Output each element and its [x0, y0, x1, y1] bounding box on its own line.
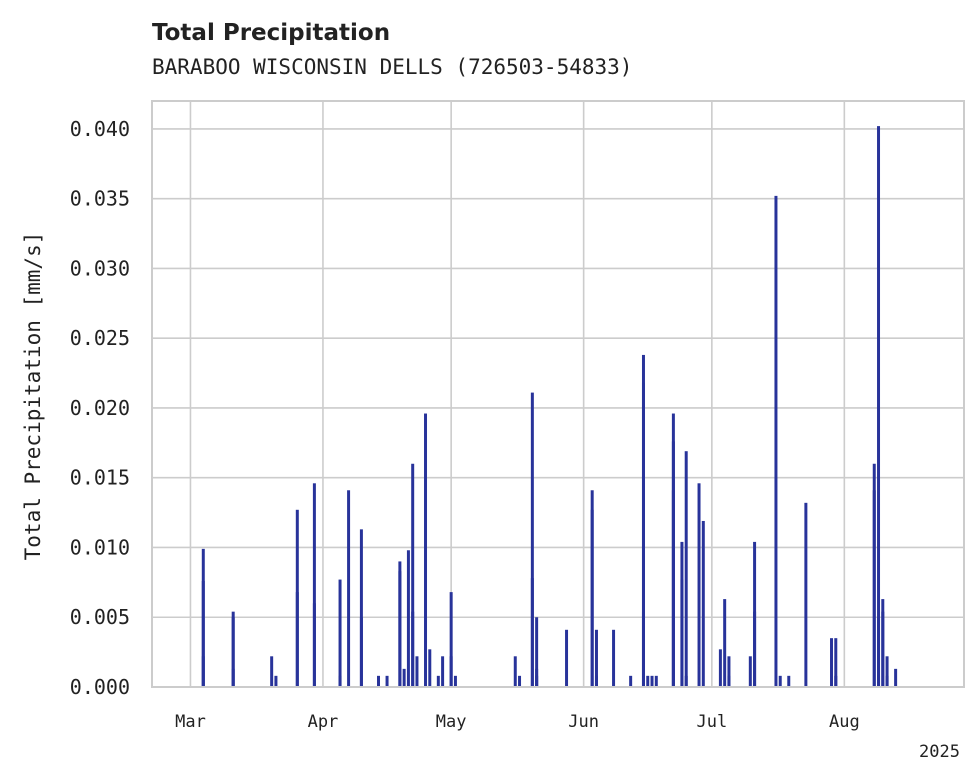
precip-bar	[441, 656, 445, 687]
precip-bar	[406, 550, 410, 687]
precip-bar	[274, 675, 278, 687]
precip-bar	[684, 675, 688, 687]
precip-bar	[804, 502, 808, 687]
precip-bar	[295, 509, 299, 687]
precip-bar	[415, 656, 419, 687]
precip-bar	[612, 629, 616, 687]
precip-bar	[402, 668, 406, 687]
y-ticks: 0.000 0.005 0.010 0.015 0.020 0.025 0.030 0.035…	[70, 117, 130, 699]
x-tick-label: May	[436, 712, 467, 732]
precip-bar	[530, 578, 534, 687]
precip-bar	[359, 529, 363, 687]
y-tick-label: 0.040	[70, 117, 130, 141]
precip-bar	[885, 656, 889, 687]
y-tick-label: 0.030	[70, 256, 130, 280]
grid	[152, 101, 964, 688]
precip-bar	[590, 490, 594, 687]
precip-bar	[453, 675, 457, 687]
y-tick-label: 0.035	[70, 187, 130, 211]
precip-bar	[594, 675, 598, 687]
bars	[201, 126, 898, 688]
precip-bar	[697, 483, 701, 687]
precip-bar	[881, 599, 885, 687]
precip-bar	[449, 656, 453, 687]
precip-bar	[231, 668, 235, 687]
precip-bar	[877, 617, 881, 687]
precip-bar	[727, 656, 731, 687]
y-tick-label: 0.000	[70, 675, 130, 699]
precip-bar	[654, 675, 658, 687]
x-tick-label: Aug	[829, 712, 860, 732]
precip-bar	[436, 675, 440, 687]
precip-bar	[347, 490, 351, 687]
precip-bar	[650, 675, 654, 687]
x-tick-label: Jul	[696, 712, 727, 732]
precip-bar	[338, 675, 342, 687]
precip-bar	[428, 649, 432, 687]
precip-bar	[774, 195, 778, 687]
x-year-label: 2025	[919, 742, 960, 762]
precip-bar	[727, 675, 731, 687]
precip-bar	[641, 382, 645, 687]
chart-subtitle: BARABOO WISCONSIN DELLS (726503-54833)	[152, 55, 632, 79]
precip-bar	[830, 638, 834, 687]
precip-bar	[748, 656, 752, 687]
y-tick-label: 0.010	[70, 535, 130, 559]
precip-bar	[723, 599, 727, 687]
precip-bar	[787, 675, 791, 687]
precip-bar	[312, 603, 316, 687]
precip-bar	[270, 656, 274, 687]
precip-bar	[753, 611, 757, 687]
y-tick-label: 0.025	[70, 326, 130, 350]
precip-bar	[872, 463, 876, 687]
precip-bar	[530, 392, 534, 687]
y-axis-label: Total Precipitation [mm/s]	[21, 232, 45, 561]
precip-bar	[385, 675, 389, 687]
precip-bar	[201, 548, 205, 687]
precip-bar	[834, 675, 838, 687]
precip-bar	[718, 649, 722, 687]
precip-bar	[535, 617, 539, 687]
precip-bar	[877, 126, 881, 688]
x-ticks: Mar Apr May Jun Jul Aug	[175, 712, 860, 732]
precip-bar	[565, 629, 569, 687]
precip-bar	[398, 571, 402, 687]
precip-bar	[701, 520, 705, 687]
precip-bar	[513, 656, 517, 687]
x-tick-label: Apr	[308, 712, 339, 732]
precip-bar	[877, 675, 881, 687]
precip-bar	[377, 675, 380, 687]
precip-bar	[885, 675, 889, 687]
precip-bar	[518, 675, 522, 687]
precip-bar	[231, 611, 235, 687]
precip-bar	[778, 675, 782, 687]
precip-bar	[834, 638, 838, 687]
x-tick-label: Mar	[175, 712, 206, 732]
precip-bar	[535, 675, 539, 687]
precip-bar	[312, 483, 316, 687]
precip-bar	[449, 592, 453, 687]
precip-bar	[680, 541, 684, 687]
y-tick-label: 0.015	[70, 466, 130, 490]
precip-bar	[338, 579, 342, 687]
precip-bar	[684, 451, 688, 687]
chart-title: Total Precipitation	[152, 20, 390, 46]
y-tick-label: 0.020	[70, 396, 130, 420]
precip-bar	[629, 675, 633, 687]
y-tick-label: 0.005	[70, 605, 130, 629]
precip-bar	[411, 463, 415, 687]
precip-bar	[671, 441, 675, 687]
precip-bar	[411, 611, 415, 687]
x-tick-label: Jun	[568, 712, 599, 732]
precip-bar	[894, 668, 898, 687]
precip-bar	[594, 629, 598, 687]
precip-bar	[424, 413, 428, 687]
plot-frame	[151, 100, 965, 688]
precip-bar	[646, 675, 650, 687]
